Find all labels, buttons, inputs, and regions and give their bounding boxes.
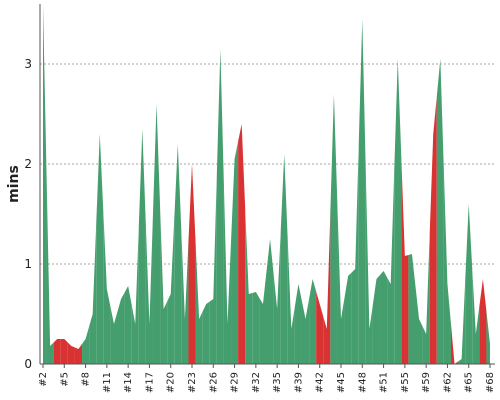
area-segment bbox=[266, 239, 274, 364]
area-segment bbox=[245, 209, 253, 364]
area-segment bbox=[323, 211, 331, 364]
area-segment bbox=[458, 281, 466, 364]
area-segment bbox=[131, 226, 139, 364]
y-tick-label: 1 bbox=[24, 257, 32, 271]
x-tick-label: #62 bbox=[442, 372, 453, 393]
area-segment bbox=[472, 269, 480, 364]
area-segment bbox=[174, 144, 182, 364]
area-segment bbox=[465, 204, 473, 364]
x-tick-label: #35 bbox=[272, 372, 283, 393]
area-segment bbox=[443, 171, 451, 364]
x-tick-label: #48 bbox=[357, 372, 368, 393]
area-segment bbox=[486, 311, 490, 364]
area-segment bbox=[96, 134, 104, 364]
x-tick-label: #55 bbox=[400, 372, 411, 393]
area-segment bbox=[46, 175, 54, 364]
area-segment bbox=[103, 211, 111, 364]
x-tick-label: #5 bbox=[59, 372, 70, 387]
area-segment bbox=[117, 292, 125, 364]
x-tick-label: #26 bbox=[208, 372, 219, 393]
x-tick-label: #14 bbox=[123, 372, 134, 393]
area-segment bbox=[479, 279, 487, 364]
x-tick-label: #65 bbox=[464, 372, 475, 393]
area-segment bbox=[330, 94, 338, 364]
area-segment bbox=[89, 224, 97, 364]
area-segment bbox=[401, 157, 409, 364]
x-tick-label: #11 bbox=[102, 372, 113, 393]
area-segment bbox=[110, 306, 118, 364]
area-segment bbox=[43, 4, 47, 364]
area-segment bbox=[294, 284, 302, 364]
x-tick-label: #32 bbox=[251, 372, 262, 393]
area-segment bbox=[358, 19, 366, 364]
area-segment bbox=[60, 339, 68, 364]
x-tick-label: #68 bbox=[485, 372, 496, 393]
area-segment bbox=[408, 254, 416, 364]
area-segment bbox=[181, 231, 189, 364]
area-segment bbox=[273, 231, 281, 364]
area-segment bbox=[450, 324, 459, 364]
x-tick-label: #17 bbox=[144, 372, 155, 393]
x-tick-label: #42 bbox=[315, 372, 326, 393]
area-segment bbox=[138, 129, 146, 364]
area-segment bbox=[380, 271, 388, 364]
area-segment bbox=[188, 164, 196, 364]
area-segment bbox=[415, 286, 423, 364]
area-segment bbox=[231, 141, 239, 364]
area-segment bbox=[167, 219, 175, 364]
area-segment bbox=[202, 301, 210, 364]
area-segment bbox=[365, 174, 373, 364]
x-tick-label: #39 bbox=[293, 372, 304, 393]
area-segment bbox=[216, 49, 224, 364]
area-segment bbox=[152, 104, 161, 364]
area-segment bbox=[394, 59, 402, 364]
area-segment bbox=[287, 241, 295, 364]
x-tick-label: #8 bbox=[81, 372, 92, 387]
y-tick-label: 0 bbox=[24, 357, 32, 371]
area-segment bbox=[344, 272, 352, 364]
area-segment bbox=[195, 241, 203, 364]
y-tick-label: 2 bbox=[24, 157, 32, 171]
area-segment bbox=[259, 271, 267, 364]
area-segment bbox=[124, 286, 132, 364]
area-segment bbox=[209, 174, 217, 364]
area-segment bbox=[238, 124, 246, 364]
area-segment bbox=[429, 96, 437, 364]
area-segment bbox=[316, 291, 324, 364]
area-segment bbox=[372, 275, 381, 364]
x-tick-label: #2 bbox=[38, 372, 49, 387]
area-segment bbox=[337, 206, 345, 364]
area-segment bbox=[74, 344, 83, 364]
x-tick-label: #20 bbox=[166, 372, 177, 393]
area-segment bbox=[309, 279, 317, 364]
area-segment bbox=[436, 59, 444, 364]
area-segment bbox=[301, 299, 310, 364]
area-segment bbox=[252, 292, 260, 364]
area-segment bbox=[82, 326, 90, 364]
x-tick-label: #51 bbox=[379, 372, 390, 393]
area-segment bbox=[280, 154, 288, 364]
area-segment bbox=[422, 234, 430, 364]
y-axis-label: mins bbox=[6, 165, 22, 203]
area-segment bbox=[387, 171, 395, 364]
area-segment bbox=[223, 186, 232, 364]
x-tick-label: #59 bbox=[421, 372, 432, 393]
x-tick-label: #29 bbox=[230, 372, 241, 393]
area-segment bbox=[67, 342, 75, 364]
y-tick-label: 3 bbox=[24, 57, 32, 71]
area-segment bbox=[145, 214, 153, 364]
area-segment bbox=[351, 144, 359, 364]
x-tick-label: #45 bbox=[336, 372, 347, 393]
area-segment bbox=[53, 339, 61, 364]
x-tick-label: #23 bbox=[187, 372, 198, 393]
area-segment bbox=[160, 206, 168, 364]
